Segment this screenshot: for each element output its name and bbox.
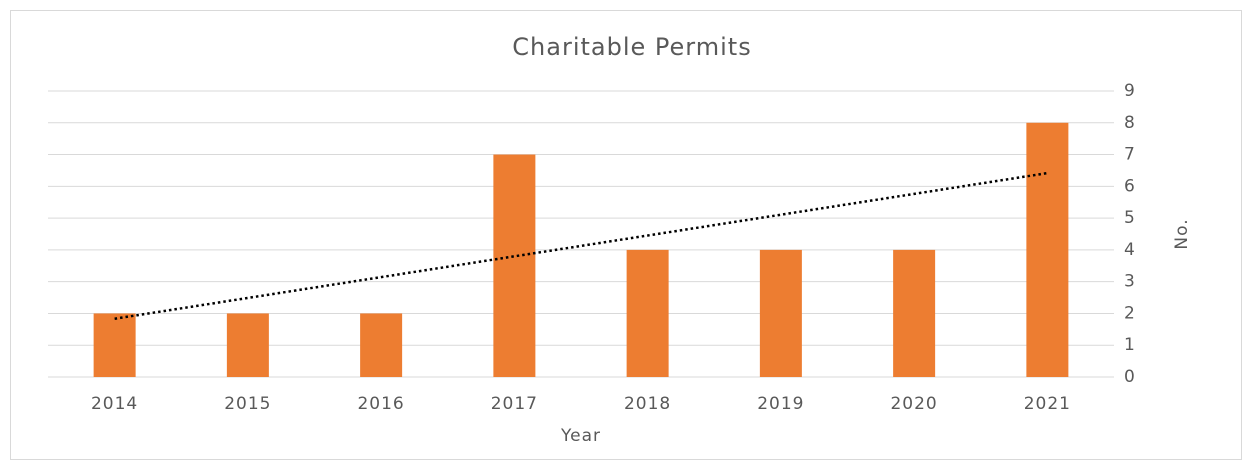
- bar: [893, 249, 936, 377]
- y-tick-label: 4: [1124, 240, 1136, 260]
- x-tick-label: 2018: [624, 394, 671, 414]
- y-tick-label: 2: [1124, 303, 1136, 323]
- y-tick-label: 5: [1124, 208, 1136, 228]
- x-tick-label: 2016: [357, 394, 404, 414]
- bar: [1026, 122, 1069, 378]
- bar: [626, 249, 669, 377]
- bar: [493, 154, 536, 377]
- y-tick-label: 7: [1124, 145, 1136, 165]
- y-tick-label: 9: [1124, 81, 1136, 101]
- trendline: [114, 171, 1048, 320]
- y-tick-label: 3: [1124, 272, 1136, 292]
- x-tick-label: 2017: [491, 394, 538, 414]
- x-tick-label: 2021: [1024, 394, 1071, 414]
- chart-title: Charitable Permits: [512, 33, 751, 61]
- bar: [759, 249, 802, 377]
- y-tick-label: 6: [1124, 176, 1136, 196]
- y-tick-label: 8: [1124, 113, 1136, 133]
- y-tick-label: 1: [1124, 335, 1136, 355]
- x-tick-label: 2020: [890, 394, 937, 414]
- x-tick-label: 2019: [757, 394, 804, 414]
- y-axis-label: No.: [1172, 218, 1192, 249]
- x-tick-label: 2015: [224, 394, 271, 414]
- bar: [360, 313, 403, 377]
- x-tick-label: 2014: [91, 394, 138, 414]
- bar: [226, 313, 269, 377]
- y-tick-label: 0: [1124, 367, 1136, 387]
- bar: [93, 313, 136, 377]
- x-axis-label: Year: [560, 426, 601, 446]
